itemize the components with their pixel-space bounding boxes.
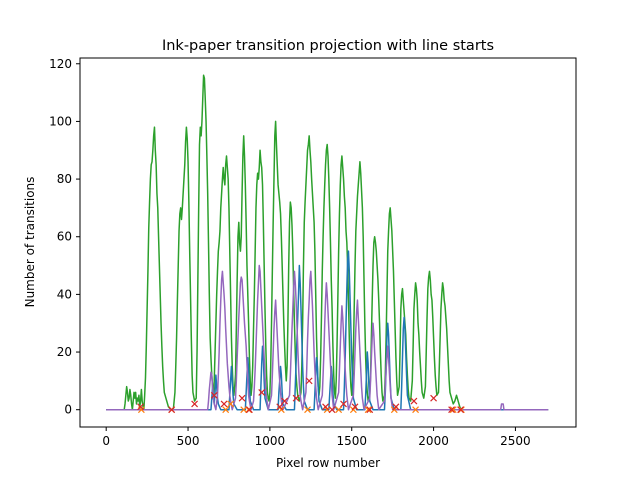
marker-1-19 bbox=[430, 394, 438, 402]
chart-title: Ink-paper transition projection with lin… bbox=[162, 38, 494, 54]
marker-1-7 bbox=[258, 388, 266, 396]
marker-1-21 bbox=[457, 406, 465, 414]
marker-1-3 bbox=[210, 391, 218, 399]
x-axis-ticks: 0 500 1000 1500 2000 2500 bbox=[102, 427, 531, 448]
marker-0-4 bbox=[240, 406, 248, 414]
marker-1-14 bbox=[340, 400, 347, 408]
marker-0-14 bbox=[449, 406, 457, 414]
marker-1-1 bbox=[168, 406, 176, 414]
marker-1-2 bbox=[191, 400, 199, 408]
y-tick-label-2: 40 bbox=[57, 287, 72, 301]
y-axis-ticks: 0 20 40 60 80 100 120 bbox=[49, 57, 80, 417]
marker-1-20 bbox=[448, 406, 456, 414]
marker-1-17 bbox=[392, 403, 400, 411]
marker-1-0 bbox=[137, 403, 144, 411]
y-tick-label-5: 100 bbox=[49, 114, 72, 128]
series-line-0 bbox=[106, 74, 549, 411]
x-tick-label-3: 1500 bbox=[336, 434, 367, 448]
marker-1-12 bbox=[322, 403, 329, 411]
marker-1-4 bbox=[220, 400, 228, 408]
marker-1-9 bbox=[281, 397, 289, 405]
marker-1-6 bbox=[246, 406, 253, 414]
y-tick-label-4: 80 bbox=[57, 172, 72, 186]
y-axis-label: Number of transitions bbox=[23, 177, 37, 308]
y-tick-label-0: 0 bbox=[64, 403, 72, 417]
plot-frame bbox=[79, 57, 577, 428]
marker-1-15 bbox=[351, 403, 359, 411]
marker-0-2 bbox=[222, 406, 230, 414]
x-tick-label-1: 500 bbox=[177, 434, 200, 448]
marker-layer bbox=[137, 377, 465, 414]
x-tick-label-0: 0 bbox=[102, 434, 110, 448]
y-tick-label-6: 120 bbox=[49, 57, 72, 71]
x-tick-label-4: 2000 bbox=[418, 434, 449, 448]
marker-1-13 bbox=[328, 406, 336, 414]
y-tick-label-1: 20 bbox=[57, 345, 72, 359]
marker-1-8 bbox=[276, 403, 284, 411]
marker-1-10 bbox=[292, 394, 300, 402]
marker-1-5 bbox=[238, 394, 246, 402]
marker-0-7 bbox=[304, 406, 311, 414]
marker-1-16 bbox=[366, 406, 374, 414]
y-tick-label-3: 60 bbox=[57, 230, 72, 244]
x-tick-label-5: 2500 bbox=[500, 434, 531, 448]
marker-0-3 bbox=[227, 400, 235, 408]
x-axis-label: Pixel row number bbox=[276, 456, 380, 470]
marker-0-13 bbox=[412, 406, 420, 414]
marker-1-18 bbox=[410, 397, 418, 405]
series-layer bbox=[106, 74, 549, 411]
marker-0-11 bbox=[364, 406, 372, 414]
marker-1-11 bbox=[305, 377, 313, 385]
series-line-2 bbox=[106, 264, 549, 411]
x-tick-label-2: 1000 bbox=[255, 434, 286, 448]
marker-0-9 bbox=[335, 406, 343, 414]
